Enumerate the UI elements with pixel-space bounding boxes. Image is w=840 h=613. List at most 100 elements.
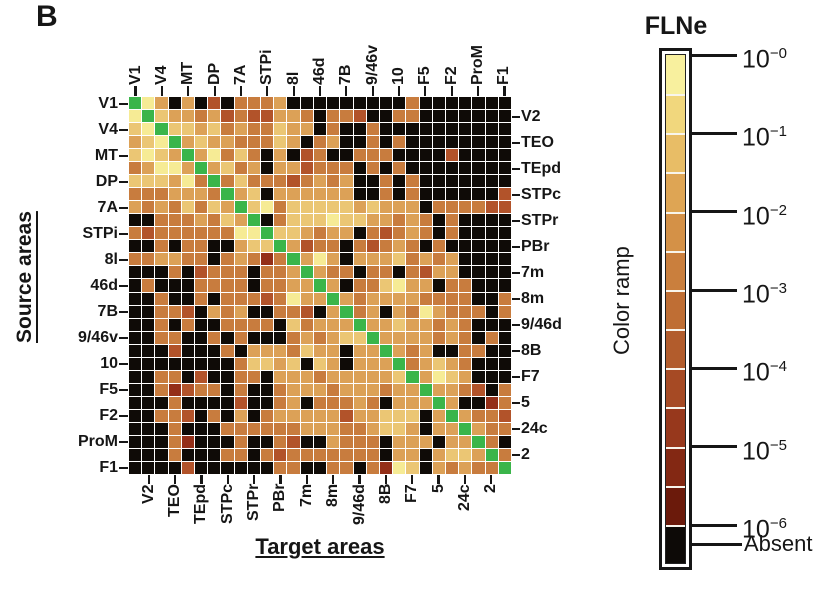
heatmap-cell [142, 240, 155, 253]
heatmap-cell [366, 279, 379, 292]
heatmap-cell [353, 136, 366, 149]
heatmap-cell [498, 201, 511, 214]
heatmap-cell [221, 201, 234, 214]
axis-tick-bottom [437, 475, 440, 484]
heatmap-cell [129, 240, 142, 253]
heatmap-cell [155, 396, 168, 409]
heatmap-cell [485, 422, 498, 435]
heatmap-cell [247, 305, 261, 318]
heatmap-cell [195, 331, 208, 344]
heatmap-cell [419, 344, 432, 357]
heatmap-cell [459, 214, 472, 227]
heatmap-cell [142, 97, 155, 110]
heatmap-cell [472, 331, 485, 344]
heatmap-cell [155, 188, 168, 201]
axis-tick-right [512, 453, 520, 456]
row-label-right: 7m [521, 263, 545, 281]
heatmap-cell [340, 279, 353, 292]
heatmap-cell [181, 214, 195, 227]
heatmap-cell [419, 110, 432, 123]
axis-tick-top [476, 86, 480, 96]
colorbar-tick [692, 288, 737, 292]
heatmap-cell [393, 253, 406, 266]
heatmap-cell [234, 409, 247, 422]
heatmap-cell [129, 162, 142, 175]
heatmap-cell [340, 383, 353, 396]
heatmap-cell [313, 136, 327, 149]
row-label-left: 46d [90, 276, 118, 294]
heatmap-cell [247, 188, 261, 201]
heatmap-cell [393, 435, 406, 448]
heatmap-cell [168, 331, 181, 344]
axis-tick-top [424, 86, 427, 96]
heatmap-cell [419, 279, 432, 292]
heatmap-cell [379, 188, 393, 201]
heatmap-cell [445, 305, 459, 318]
heatmap-cell [129, 253, 142, 266]
heatmap-cell [261, 435, 274, 448]
heatmap-cell [327, 201, 340, 214]
heatmap-cell [459, 110, 472, 123]
axis-tick-right [512, 141, 520, 144]
heatmap-cell [445, 175, 459, 188]
heatmap-cell [274, 435, 287, 448]
heatmap-cell [168, 409, 181, 422]
heatmap-cell [472, 253, 485, 266]
heatmap-cell [300, 97, 313, 110]
colorbar-tick [692, 445, 737, 449]
heatmap-cell [168, 318, 181, 331]
heatmap-cell [142, 461, 155, 474]
heatmap-cell [168, 370, 181, 383]
heatmap-cell [485, 435, 498, 448]
heatmap-cell [459, 357, 472, 370]
heatmap-cell-diagonal [340, 305, 353, 318]
heatmap-cell [498, 396, 511, 409]
heatmap-cell [300, 461, 313, 474]
heatmap-cell [287, 422, 300, 435]
heatmap-cell [274, 344, 287, 357]
heatmap-cell [340, 110, 353, 123]
heatmap-cell [287, 227, 300, 240]
heatmap-cell [406, 201, 419, 214]
heatmap-cell [406, 448, 419, 461]
heatmap-cell [287, 370, 300, 383]
heatmap-cell [353, 357, 366, 370]
heatmap-cell [195, 201, 208, 214]
heatmap-cell [300, 162, 313, 175]
heatmap-cell [445, 396, 459, 409]
row-label-left: ProM [78, 432, 118, 450]
heatmap-cell [445, 110, 459, 123]
heatmap-cell [472, 422, 485, 435]
heatmap-cell [419, 331, 432, 344]
heatmap-cell [247, 97, 261, 110]
heatmap-cell [208, 357, 221, 370]
heatmap-cell [221, 149, 234, 162]
heatmap-cell [366, 292, 379, 305]
row-label-right: TEpd [521, 159, 561, 177]
col-label-bottom: 9/46d [350, 484, 368, 525]
heatmap-cell [313, 149, 327, 162]
heatmap-cell [168, 435, 181, 448]
heatmap-cell [234, 97, 247, 110]
heatmap-cell [432, 201, 445, 214]
heatmap-cell-diagonal [168, 136, 181, 149]
heatmap-cell [247, 344, 261, 357]
heatmap-cell [393, 240, 406, 253]
heatmap-cell [208, 279, 221, 292]
colorbar-tick-label: 10−2 [742, 201, 787, 230]
heatmap-cell [181, 461, 195, 474]
heatmap-cell-diagonal [327, 292, 340, 305]
heatmap-cell [459, 162, 472, 175]
heatmap-cell [274, 162, 287, 175]
heatmap-cell [485, 214, 498, 227]
heatmap-cell [327, 370, 340, 383]
axis-tick-top [134, 86, 137, 96]
heatmap-cell [168, 266, 181, 279]
heatmap-cell [445, 253, 459, 266]
heatmap-cell [313, 227, 327, 240]
heatmap-cell [208, 383, 221, 396]
heatmap-cell [313, 266, 327, 279]
heatmap-cell [485, 370, 498, 383]
heatmap-cell [129, 435, 142, 448]
heatmap-cell [485, 188, 498, 201]
